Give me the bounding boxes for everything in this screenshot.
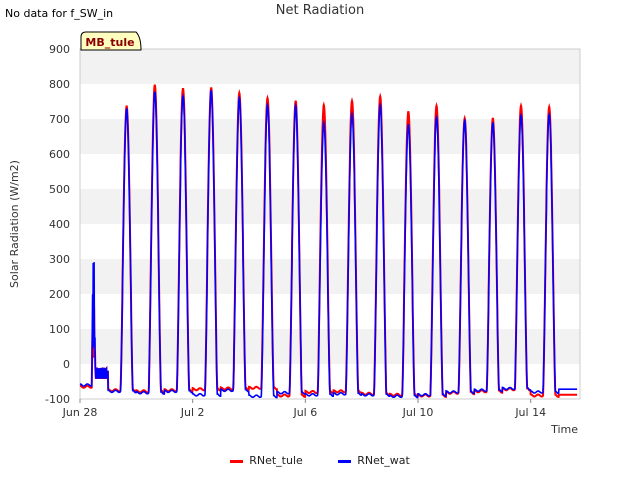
- legend-label: RNet_tule: [249, 454, 303, 467]
- legend-item-rnet-wat: RNet_wat: [338, 454, 410, 467]
- y-tick-label: 100: [49, 323, 70, 336]
- site-tag: MB_tule: [80, 31, 142, 51]
- y-tick-label: 0: [63, 358, 70, 371]
- y-axis-label: Solar Radiation (W/m2): [8, 160, 21, 288]
- grid-band: [80, 49, 580, 84]
- y-tick-label: 400: [49, 218, 70, 231]
- y-tick-label: 300: [49, 253, 70, 266]
- x-tick-label: Jul 6: [292, 406, 317, 419]
- y-tick-label: 600: [49, 148, 70, 161]
- grid-band: [80, 224, 580, 259]
- plot-border: [79, 48, 581, 400]
- legend-label: RNet_wat: [357, 454, 410, 467]
- x-axis-ticks: Jun 28 Jul 2 Jul 6 Jul 10 Jul 14: [62, 399, 546, 419]
- grid-band: [80, 154, 580, 189]
- legend-swatch-blue: [338, 459, 352, 463]
- grid-band: [80, 259, 580, 294]
- x-axis-label: Time: [550, 423, 578, 436]
- y-tick-label: 500: [49, 183, 70, 196]
- legend-swatch-red: [230, 459, 244, 463]
- series-line-rnet-wat: [79, 90, 578, 399]
- grid-band: [80, 294, 580, 329]
- y-axis-ticks: -100 0 100 200 300 400 500 600 700 800 900: [45, 43, 70, 406]
- y-tick-label: 800: [49, 78, 70, 91]
- series-lines: [79, 84, 578, 399]
- x-tick-label: Jul 2: [180, 406, 205, 419]
- grid-band: [80, 119, 580, 154]
- legend: RNet_tule RNet_wat: [0, 454, 640, 467]
- grid-band: [80, 189, 580, 224]
- x-tick-label: Jul 14: [514, 406, 546, 419]
- chart-title: Net Radiation: [275, 3, 365, 18]
- x-tick-label: Jun 28: [62, 406, 98, 419]
- grid-band: [80, 84, 580, 119]
- site-tag-label: MB_tule: [85, 36, 134, 49]
- x-tick-label: Jul 10: [402, 406, 434, 419]
- no-data-message: No data for f_SW_in: [5, 7, 114, 20]
- y-tick-label: 700: [49, 113, 70, 126]
- y-tick-label: -100: [45, 393, 70, 406]
- y-tick-label: 900: [49, 43, 70, 56]
- legend-item-rnet-tule: RNet_tule: [230, 454, 303, 467]
- y-tick-label: 200: [49, 288, 70, 301]
